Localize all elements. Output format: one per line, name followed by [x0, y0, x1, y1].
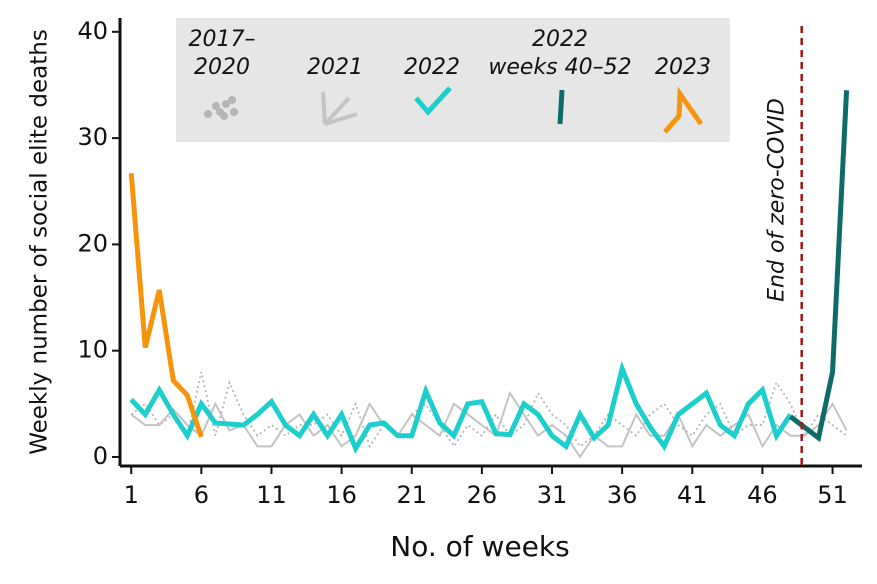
- series-line: [128, 172, 204, 438]
- legend-icon: [663, 86, 704, 134]
- legend-label: weeks 40–52: [488, 55, 631, 80]
- y-tick-label: 0: [93, 442, 108, 470]
- legend-box: [176, 18, 730, 142]
- x-tick-label: 21: [396, 481, 427, 509]
- legend-icon: [228, 96, 236, 104]
- legend-label: 2023: [655, 55, 711, 80]
- legend-icon: [222, 100, 230, 108]
- y-tick-label: 30: [77, 123, 108, 151]
- x-tick-label: 36: [607, 481, 638, 509]
- legend-icon: [414, 86, 452, 116]
- legend-label: 2021: [307, 55, 363, 80]
- y-tick-label: 10: [77, 336, 108, 364]
- x-tick-label: 11: [256, 481, 287, 509]
- annotation-text: End of zero-COVID: [765, 98, 790, 302]
- legend-icon: [204, 110, 212, 118]
- x-tick-label: 46: [747, 481, 778, 509]
- legend-icon: [321, 91, 358, 126]
- legend-icon: [212, 102, 220, 110]
- legend-icon: [557, 89, 565, 125]
- y-tick-label: 40: [77, 17, 108, 45]
- legend-label: 2022: [532, 27, 588, 52]
- y-axis-title: Weekly number of social elite deaths: [27, 29, 53, 455]
- series-line: [129, 360, 793, 455]
- x-axis-title: No. of weeks: [390, 530, 569, 563]
- y-tick-label: 20: [77, 229, 108, 257]
- x-tick-label: 16: [326, 481, 357, 509]
- x-tick-label: 6: [194, 481, 209, 509]
- legend-label: 2022: [404, 55, 460, 80]
- series-line: [130, 371, 848, 449]
- x-tick-label: 41: [677, 481, 708, 509]
- legend-icon: [230, 108, 238, 116]
- series-line: [788, 90, 850, 443]
- x-tick-label: 51: [817, 481, 848, 509]
- x-tick-label: 31: [537, 481, 568, 509]
- legend-icon: [216, 108, 224, 116]
- legend-label: 2020: [194, 55, 250, 80]
- x-tick-label: 26: [467, 481, 498, 509]
- legend-label: 2017–: [189, 27, 256, 52]
- x-tick-label: 1: [124, 481, 139, 509]
